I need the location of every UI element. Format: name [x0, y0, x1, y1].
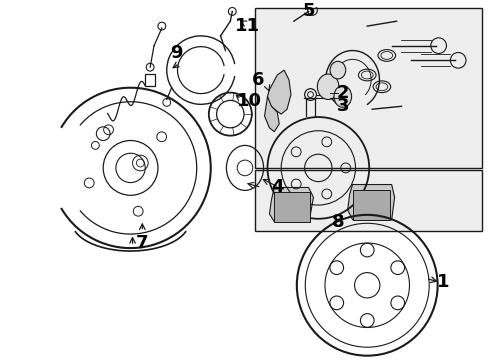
Text: 9: 9: [170, 44, 183, 62]
Text: 7: 7: [136, 234, 148, 252]
Text: 3: 3: [336, 97, 348, 115]
Bar: [274, 192, 309, 222]
Text: 8: 8: [331, 213, 344, 231]
Circle shape: [146, 63, 154, 71]
Text: 1: 1: [436, 273, 449, 291]
Bar: [145, 74, 155, 86]
Text: 5: 5: [302, 3, 314, 21]
Text: 4: 4: [270, 179, 283, 197]
Ellipse shape: [317, 74, 338, 99]
Text: 2: 2: [336, 84, 348, 102]
Text: 6: 6: [251, 71, 264, 89]
Bar: [352, 190, 389, 220]
Bar: [254, 170, 481, 231]
Polygon shape: [264, 96, 279, 132]
Ellipse shape: [333, 86, 351, 107]
Ellipse shape: [329, 61, 345, 79]
Text: 11: 11: [235, 17, 260, 35]
Bar: [254, 9, 481, 168]
Polygon shape: [269, 188, 313, 222]
Polygon shape: [267, 70, 290, 114]
Text: 10: 10: [237, 93, 262, 111]
Polygon shape: [347, 185, 394, 220]
